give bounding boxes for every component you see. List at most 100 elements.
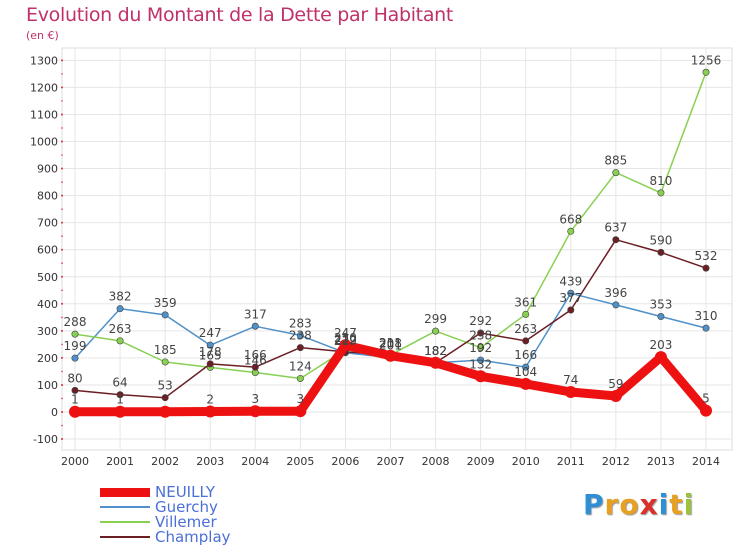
y-minor-tick (61, 73, 63, 75)
y-tick-label: 200 (37, 352, 58, 365)
y-minor-tick (61, 289, 63, 292)
data-label-villemer: 124 (289, 359, 312, 373)
data-label-neuilly: 5 (702, 392, 710, 406)
logo-letter: r (604, 488, 620, 521)
data-label-champlay: 211 (379, 336, 402, 350)
legend-label-guerchy: Guerchy (155, 498, 218, 516)
data-label-guerchy: 199 (64, 339, 87, 353)
x-tick-label: 2014 (692, 455, 720, 468)
legend-swatch-guerchy (100, 506, 150, 508)
data-label-villemer: 238 (469, 329, 492, 343)
y-minor-tick (61, 357, 63, 359)
data-label-guerchy: 219 (334, 334, 357, 348)
data-label-villemer: 668 (559, 212, 582, 226)
data-point-guerchy (161, 311, 169, 319)
x-tick-label: 2005 (286, 455, 314, 468)
data-label-guerchy: 201 (379, 339, 402, 353)
data-point-neuilly (474, 370, 487, 383)
y-minor-tick (61, 154, 63, 156)
y-minor-tick (61, 208, 63, 210)
data-point-champlay (116, 391, 124, 399)
y-minor-tick (61, 438, 63, 440)
y-minor-tick (61, 100, 63, 102)
data-label-neuilly: 1 (116, 393, 124, 407)
data-point-champlay (567, 306, 575, 314)
data-point-neuilly (69, 405, 81, 418)
data-label-villemer: 211 (379, 336, 402, 350)
y-tick-label: 900 (37, 163, 58, 176)
data-label-neuilly: 208 (379, 337, 402, 351)
y-minor-tick (61, 127, 63, 129)
data-label-villemer: 299 (424, 312, 447, 326)
y-minor-tick (61, 303, 63, 305)
data-label-villemer: 263 (109, 322, 132, 336)
y-tick-label: 600 (37, 244, 58, 257)
data-label-guerchy: 359 (154, 296, 177, 310)
legend-item-guerchy: Guerchy (100, 498, 400, 516)
data-point-champlay (296, 344, 304, 352)
data-label-neuilly: 247 (334, 326, 357, 340)
y-tick-label: 1000 (30, 136, 58, 149)
legend-swatch-champlay (100, 536, 150, 538)
data-label-villemer: 146 (244, 354, 267, 368)
y-minor-tick (61, 181, 63, 183)
data-label-villemer: 1256 (691, 53, 722, 67)
x-tick-label: 2011 (557, 455, 585, 468)
x-tick-label: 2010 (512, 455, 540, 468)
data-point-guerchy (251, 322, 259, 330)
data-label-guerchy: 310 (695, 309, 718, 323)
data-point-villemer (612, 169, 620, 177)
y-tick-label: 500 (37, 271, 58, 284)
x-tick-label: 2001 (106, 455, 134, 468)
data-label-guerchy: 396 (604, 286, 627, 300)
data-label-champlay: 222 (334, 333, 357, 347)
logo-letter: i (683, 488, 695, 521)
legend-label-champlay: Champlay (155, 528, 231, 546)
data-point-neuilly (339, 339, 352, 352)
data-point-guerchy (522, 363, 530, 371)
data-label-neuilly: 1 (71, 393, 79, 407)
chart-title: Evolution du Montant de la Dette par Hab… (26, 4, 454, 26)
logo-letter: P (583, 488, 605, 521)
data-label-guerchy: 317 (244, 307, 267, 321)
data-point-villemer (161, 358, 169, 366)
data-point-guerchy (116, 305, 124, 313)
data-point-neuilly (564, 385, 577, 398)
data-point-villemer (657, 189, 665, 197)
data-label-villemer: 185 (154, 343, 177, 357)
logo-letter: t (669, 488, 684, 521)
y-minor-tick (61, 86, 63, 89)
data-label-champlay: 53 (158, 379, 173, 393)
data-label-champlay: 178 (199, 345, 222, 359)
x-tick-label: 2009 (467, 455, 495, 468)
x-tick-label: 2006 (331, 455, 359, 468)
x-tick-label: 2008 (422, 455, 450, 468)
y-minor-tick (61, 235, 63, 237)
y-minor-tick (61, 397, 63, 400)
data-point-villemer (567, 227, 575, 235)
y-tick-label: 800 (37, 190, 58, 203)
y-tick-label: 700 (37, 217, 58, 230)
legend-item-neuilly: NEUILLY (100, 483, 400, 501)
data-point-champlay (612, 236, 620, 244)
data-label-villemer: 361 (514, 295, 537, 309)
data-label-neuilly: 132 (469, 357, 492, 371)
chart-subtitle: (en €) (26, 29, 59, 42)
data-point-champlay (477, 329, 485, 337)
x-tick-label: 2007 (377, 455, 405, 468)
y-tick-label: 300 (37, 325, 58, 338)
data-point-champlay (702, 264, 710, 272)
y-minor-tick (61, 194, 63, 197)
legend-swatch-neuilly (100, 488, 150, 497)
legend-item-villemer: Villemer (100, 513, 400, 531)
data-label-neuilly: 74 (563, 373, 578, 387)
data-label-champlay: 377 (559, 291, 582, 305)
logo-letter: o (619, 488, 640, 521)
data-label-neuilly: 203 (649, 338, 672, 352)
logo-letter: i (658, 488, 670, 521)
data-point-neuilly (700, 404, 712, 417)
data-point-neuilly (294, 405, 307, 418)
data-point-guerchy (296, 331, 304, 339)
